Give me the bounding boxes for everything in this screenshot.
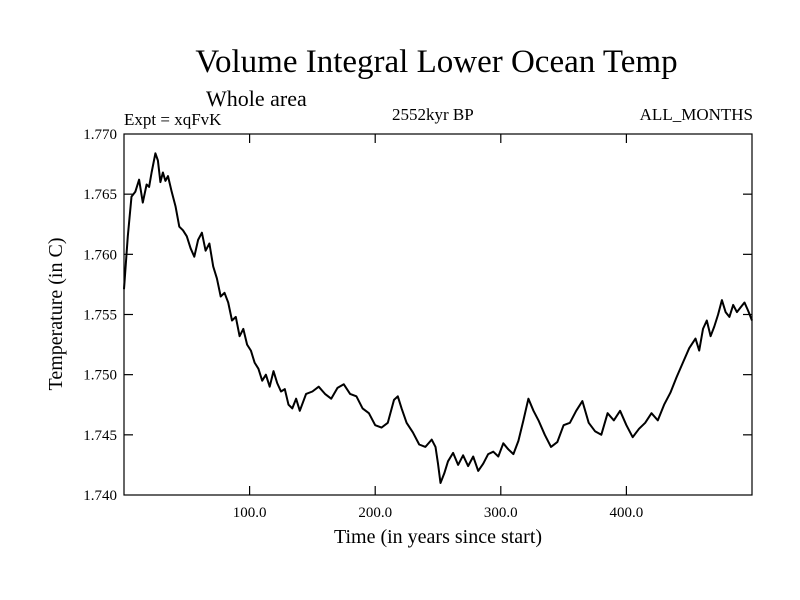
y-axis-label: Temperature (in C) — [45, 238, 67, 391]
y-axis-ticks: 1.740 1.745 1.750 1.755 1.760 1.765 1.770 — [83, 127, 752, 504]
x-axis-label: Time (in years since start) — [334, 526, 542, 548]
y-tick-label: 1.755 — [83, 308, 117, 324]
x-tick-label: 200.0 — [358, 505, 392, 521]
x-tick-label: 100.0 — [233, 505, 267, 521]
x-tick-label: 300.0 — [484, 505, 518, 521]
months-label: ALL_MONTHS — [639, 105, 753, 124]
y-tick-label: 1.760 — [83, 247, 117, 263]
plot-frame — [123, 133, 753, 496]
experiment-label: Expt = xqFvK — [124, 110, 222, 129]
x-tick-label: 400.0 — [610, 505, 644, 521]
x-axis-ticks: 100.0 200.0 300.0 400.0 — [233, 134, 644, 521]
y-tick-label: 1.765 — [83, 187, 117, 203]
chart-title: Volume Integral Lower Ocean Temp — [195, 44, 678, 80]
temperature-series-line — [123, 152, 753, 484]
y-tick-label: 1.740 — [83, 488, 117, 504]
chart-subtitle: Whole area — [206, 86, 307, 111]
period-label: 2552kyr BP — [392, 105, 474, 124]
y-tick-label: 1.745 — [83, 428, 117, 444]
y-tick-label: 1.770 — [83, 127, 117, 143]
y-tick-label: 1.750 — [83, 368, 117, 384]
